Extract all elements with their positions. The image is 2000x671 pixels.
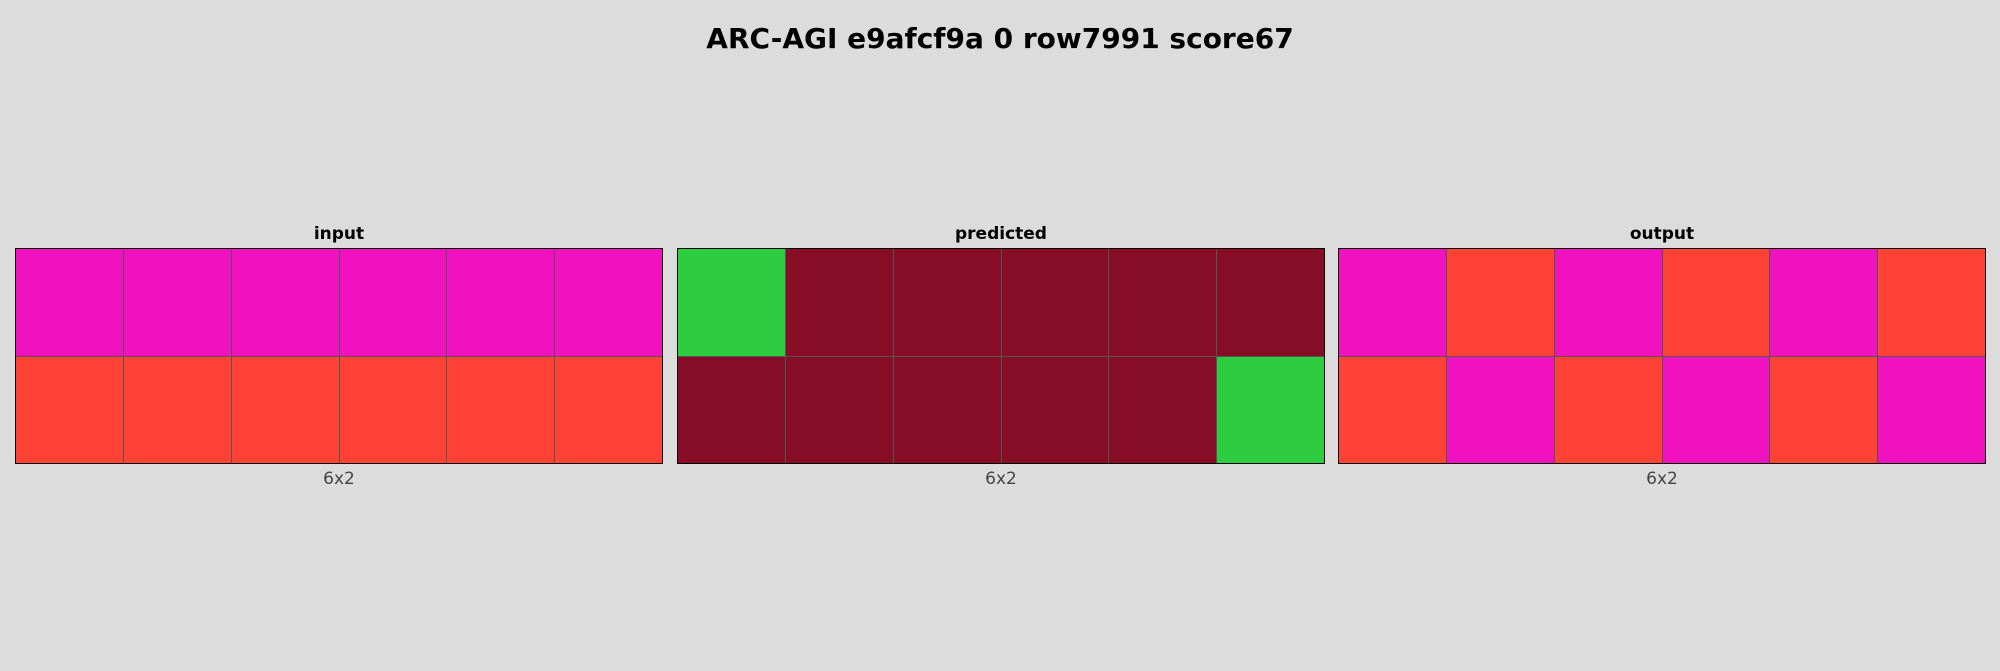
grid-cell xyxy=(1878,249,1985,356)
output-grid-dimensions: 6x2 xyxy=(1646,469,1678,489)
output-panel-label: output xyxy=(1629,224,1695,244)
grid-cell xyxy=(678,356,785,463)
grid-cell xyxy=(231,249,339,356)
grid-cell xyxy=(555,356,662,463)
grid-cell xyxy=(678,249,785,356)
grid-cell xyxy=(1446,356,1554,463)
grid-cell xyxy=(1662,356,1770,463)
grid-cell xyxy=(16,249,123,356)
grid-cell xyxy=(231,356,339,463)
grid-cell xyxy=(339,249,447,356)
output-panel: output 6x2 xyxy=(1338,222,1986,490)
predicted-panel: predicted 6x2 xyxy=(677,222,1325,490)
grid-cell xyxy=(1554,249,1662,356)
grid-cell xyxy=(1109,249,1217,356)
grid-cell xyxy=(447,249,555,356)
input-grid xyxy=(15,248,663,464)
predicted-grid-dimensions: 6x2 xyxy=(985,469,1017,489)
grid-cell xyxy=(1001,249,1109,356)
grid-cell xyxy=(1001,356,1109,463)
grid-cell xyxy=(555,249,662,356)
grid-cell xyxy=(785,356,893,463)
grid-cell xyxy=(1217,249,1324,356)
input-panel: input 6x2 xyxy=(15,222,663,490)
grid-cell xyxy=(1878,356,1985,463)
grid-cell xyxy=(785,249,893,356)
page-title: ARC-AGI e9afcf9a 0 row7991 score67 xyxy=(706,22,1294,55)
grid-cell xyxy=(893,249,1001,356)
grid-cell xyxy=(1339,356,1446,463)
grid-cell xyxy=(123,249,231,356)
grid-cell xyxy=(1109,356,1217,463)
grid-cell xyxy=(1554,356,1662,463)
grid-cell xyxy=(1770,249,1878,356)
grid-cell xyxy=(16,356,123,463)
output-grid xyxy=(1338,248,1986,464)
input-panel-label: input xyxy=(313,224,365,244)
grid-cell xyxy=(893,356,1001,463)
predicted-grid xyxy=(677,248,1325,464)
grid-cell xyxy=(1662,249,1770,356)
predicted-panel-label: predicted xyxy=(955,224,1047,244)
grid-cell xyxy=(1217,356,1324,463)
input-grid-dimensions: 6x2 xyxy=(323,469,355,489)
grid-cell xyxy=(123,356,231,463)
grid-cell xyxy=(339,356,447,463)
grid-cell xyxy=(447,356,555,463)
grid-cell xyxy=(1446,249,1554,356)
grid-cell xyxy=(1770,356,1878,463)
grid-cell xyxy=(1339,249,1446,356)
